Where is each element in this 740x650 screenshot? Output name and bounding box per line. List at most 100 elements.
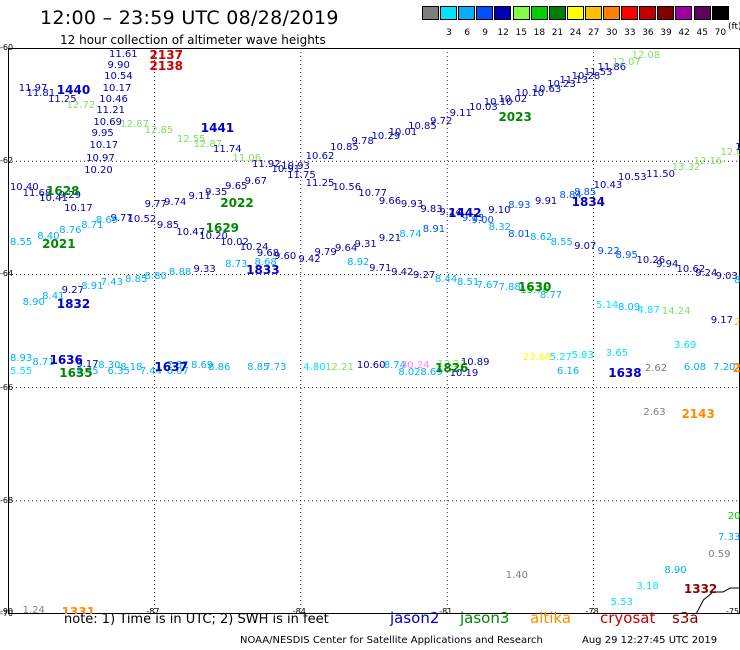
wave-height-value: 7.33: [718, 532, 740, 544]
pass-time-label: 2022: [220, 195, 254, 210]
color-scale-swatch: [440, 6, 458, 20]
latitude-tick-label: -62: [0, 156, 14, 166]
wave-height-map: 11.61 9.90 10.54 10.17 10.46 11.21 10.69 9.95 10…: [8, 48, 740, 614]
wave-height-value: 9.03: [715, 270, 738, 282]
wave-height-value: 10.85: [408, 121, 437, 133]
wave-height-value: 5.27: [549, 352, 572, 364]
wave-height-value: 11.75: [287, 169, 316, 181]
wave-height-value: 8.71: [32, 356, 55, 368]
wave-height-value: 9.68: [256, 248, 280, 260]
wave-height-value: 9.60: [273, 251, 297, 263]
pass-time-label: 1833: [246, 262, 280, 277]
longitude-tick-label: -81: [439, 607, 453, 616]
wave-height-value: 26.7: [734, 317, 740, 329]
wave-height-value: 9.27: [61, 285, 84, 297]
wave-height-value: 10.20: [84, 165, 113, 177]
wave-height-value: 8.18: [120, 362, 143, 374]
color-scale-unit: (ft): [728, 22, 740, 32]
wave-height-value: 5.83: [571, 349, 594, 361]
wave-height-value: 8.76: [59, 225, 82, 237]
wave-height-value: 8.90: [22, 296, 45, 308]
wave-height-value: 10.62: [305, 150, 335, 162]
wave-height-value: 8.09: [618, 302, 641, 314]
wave-height-value: 9.17: [76, 358, 99, 370]
wave-height-value: 9.27: [413, 269, 436, 281]
color-scale-label: 36: [642, 28, 654, 38]
wave-height-value: 30.24: [400, 360, 430, 372]
wave-height-value: 10.17: [64, 202, 93, 214]
color-scale-label: 18: [533, 28, 546, 38]
wave-height-value: 6.35: [107, 365, 130, 377]
wave-height-value: 10.23: [547, 79, 576, 91]
wave-height-value: 6.16: [557, 365, 580, 377]
wave-height-value: 4.87: [637, 304, 660, 316]
wave-height-value: 9.29: [58, 190, 82, 202]
color-scale-swatch: [657, 6, 675, 20]
wave-height-value: 8.84: [559, 190, 582, 202]
color-scale-swatch: [458, 6, 476, 20]
wave-height-value: 10.28: [571, 71, 601, 83]
wave-height-value: 8.85: [574, 186, 597, 198]
wave-height-value: 10.52: [127, 214, 157, 226]
wave-height-value: 0.59: [708, 549, 731, 561]
pass-time-label: 1628: [46, 183, 80, 198]
wave-height-value: 9.42: [298, 253, 321, 265]
wave-height-value: 10.20: [199, 231, 228, 243]
wave-height-value: 9.33: [193, 263, 216, 275]
color-scale-swatch: [675, 6, 693, 20]
wave-height-value: 6.08: [683, 362, 707, 374]
wave-height-value: 11.61: [109, 48, 138, 60]
wave-height-value: 8.32: [488, 221, 511, 233]
wave-height-value: 8.80: [144, 270, 167, 282]
color-scale-label: 33: [624, 28, 636, 38]
wave-height-value: 10.17: [102, 82, 132, 94]
wave-height-value: 8.90: [664, 564, 687, 576]
wave-height-value: 9.31: [354, 238, 377, 250]
wave-height-value: 8.45: [76, 365, 99, 377]
wave-height-value: 11.25: [305, 177, 335, 189]
wave-height-value: 20.: [727, 510, 740, 522]
wave-height-value: 9.22: [597, 245, 620, 257]
wave-height-value: 8.41: [42, 291, 65, 303]
pass-time-label: 1442: [448, 206, 482, 221]
wave-height-value: 11.97: [18, 82, 48, 94]
color-scale-label: 6: [464, 28, 470, 38]
wave-height-value: 8.92: [347, 257, 370, 269]
wave-height-value: 10.56: [332, 182, 362, 194]
wave-height-value: 3.18: [636, 580, 659, 592]
longitude-tick-label: -90: [0, 607, 14, 616]
color-scale-swatch: [548, 6, 566, 20]
wave-height-value: 11.81: [26, 88, 56, 100]
wave-height-value: 9.78: [351, 135, 374, 147]
wave-height-value: 12.72: [66, 99, 96, 111]
pass-time-label: 1637: [154, 360, 188, 375]
wave-height-value: 10.93: [281, 160, 310, 172]
longitude-tick-label: -75: [726, 607, 740, 616]
wave-height-value: 10.91: [271, 164, 301, 176]
wave-height-value: 8.74: [383, 360, 407, 372]
map-subtitle: 12 hour collection of altimeter wave hei…: [60, 33, 326, 47]
wave-height-value: 10.43: [593, 180, 623, 192]
color-scale-label: 27: [587, 28, 600, 38]
color-scale-label: 39: [660, 28, 672, 38]
wave-height-value: 11.06: [232, 152, 262, 164]
wave-height-value: 8.44: [435, 274, 458, 286]
wave-height-value: 8.93: [508, 200, 531, 212]
pass-time-label: 1638: [608, 365, 642, 380]
wave-height-value: 9.07: [574, 241, 597, 253]
wave-height-value: 12.16: [693, 156, 723, 168]
wave-height-value: 12.06: [720, 147, 740, 159]
wave-height-value: 12.21: [325, 362, 354, 374]
color-scale-swatch: [530, 6, 548, 20]
pass-time-label: 1331: [61, 604, 96, 614]
wave-height-value: 11.53: [583, 66, 613, 78]
color-scale-label: 42: [678, 28, 690, 38]
color-scale-swatch: [693, 6, 711, 20]
wave-height-value: 8.25: [734, 275, 740, 287]
wave-height-value: 10.19: [449, 368, 479, 380]
longitude-tick-label: -84: [292, 607, 306, 616]
color-scale-swatch: [476, 6, 494, 20]
color-scale-label: 9: [482, 28, 489, 38]
color-scale-swatch: [512, 6, 530, 20]
color-scale-swatch: [621, 6, 639, 20]
